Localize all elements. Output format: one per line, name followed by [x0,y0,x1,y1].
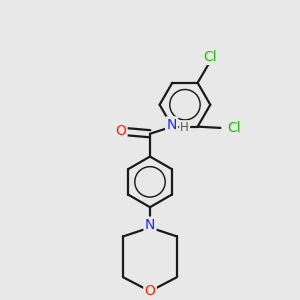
Text: N: N [167,118,177,132]
Text: H: H [180,122,189,134]
Text: O: O [116,124,126,138]
Text: Cl: Cl [227,121,241,135]
Text: Cl: Cl [203,50,217,64]
Text: N: N [145,218,155,232]
Text: O: O [145,284,155,298]
